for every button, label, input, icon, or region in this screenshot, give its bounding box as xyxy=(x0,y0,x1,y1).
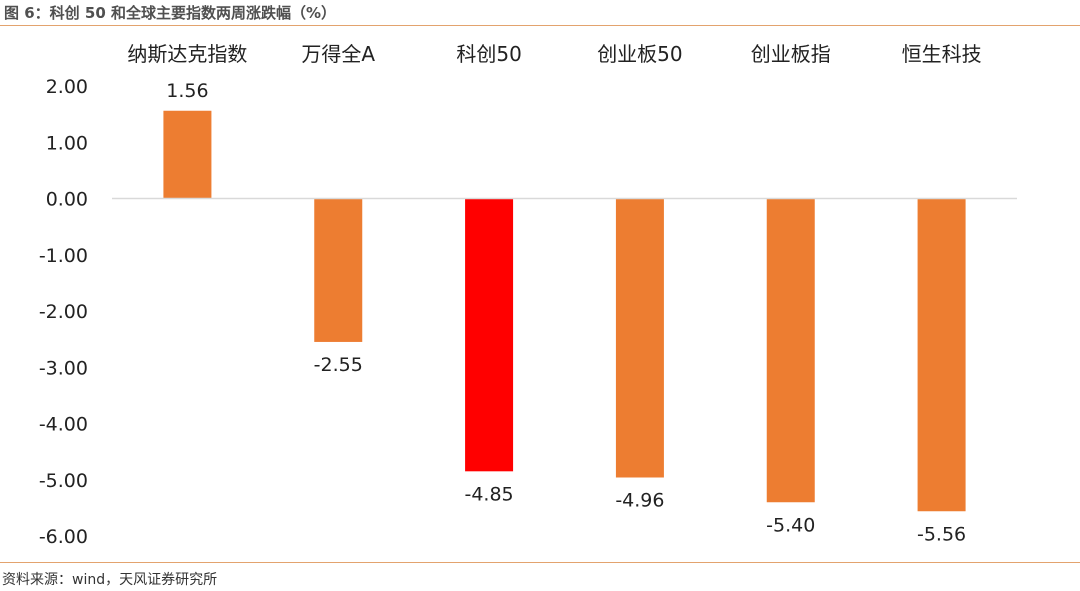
y-tick-label: -1.00 xyxy=(39,245,88,267)
bar xyxy=(766,198,815,503)
category-label: 恒生科技 xyxy=(902,42,982,66)
y-tick-label: -4.00 xyxy=(39,414,88,436)
category-labels: 纳斯达克指数 万得全A 科创50 创业板50 创业板指 恒生科技 xyxy=(127,42,981,66)
footer-rule xyxy=(0,562,1080,563)
figure-title: 图 6：科创 50 和全球主要指数两周涨跌幅（%） xyxy=(4,4,337,22)
category-label: 创业板指 xyxy=(751,42,831,66)
category-label: 纳斯达克指数 xyxy=(127,42,247,66)
data-label: -5.40 xyxy=(766,514,815,536)
category-label: 创业板50 xyxy=(597,42,682,66)
data-label: -2.55 xyxy=(314,354,363,376)
bar xyxy=(465,198,514,472)
y-tick-label: 2.00 xyxy=(46,76,88,98)
data-label: 1.56 xyxy=(166,80,208,102)
y-tick-label: -5.00 xyxy=(39,470,88,492)
data-label: -4.96 xyxy=(615,490,664,512)
source-note: 资料来源：wind，天风证券研究所 xyxy=(2,572,218,588)
bar xyxy=(917,198,966,512)
y-tick-label: -6.00 xyxy=(39,526,88,548)
bar-chart: 2.00 1.00 0.00 -1.00 -2.00 -3.00 -4.00 -5.00 -6.… xyxy=(39,42,1017,548)
data-label: -5.56 xyxy=(917,523,966,545)
y-axis-labels: 2.00 1.00 0.00 -1.00 -2.00 -3.00 -4.00 -5.00 -6.… xyxy=(39,76,88,548)
bar xyxy=(163,110,212,199)
data-label: -4.85 xyxy=(464,483,513,505)
category-label: 万得全A xyxy=(301,42,375,66)
y-tick-label: -3.00 xyxy=(39,357,88,379)
y-tick-label: -2.00 xyxy=(39,301,88,323)
y-tick-label: 1.00 xyxy=(46,132,88,154)
bars xyxy=(163,110,966,512)
y-tick-label: 0.00 xyxy=(46,189,88,211)
bar xyxy=(615,198,664,478)
value-labels: 1.56 -2.55 -4.85 -4.96 -5.40 -5.56 xyxy=(166,80,966,546)
header-rule xyxy=(0,25,1080,26)
bar xyxy=(314,198,363,342)
category-label: 科创50 xyxy=(456,42,521,66)
